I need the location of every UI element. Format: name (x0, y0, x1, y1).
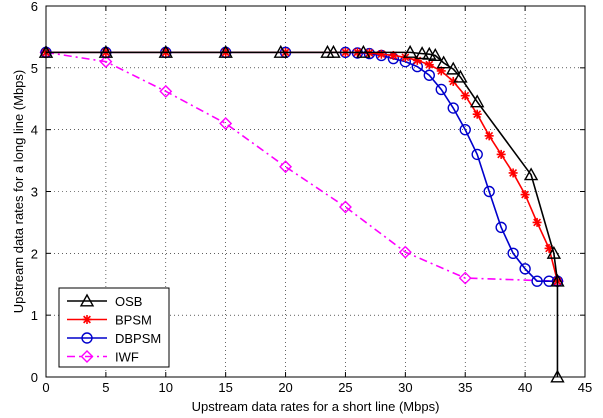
y-tick-label: 2 (31, 246, 38, 261)
y-tick-label: 4 (31, 123, 38, 138)
y-tick-label: 5 (31, 61, 38, 76)
x-axis-label: Upstream data rates for a short line (Mb… (192, 399, 440, 414)
x-tick-label: 15 (218, 380, 232, 395)
legend-label-iwf: IWF (115, 350, 139, 365)
y-tick-label: 6 (31, 0, 38, 14)
x-tick-label: 30 (398, 380, 412, 395)
x-tick-label: 0 (42, 380, 49, 395)
legend-label-bpsm: BPSM (115, 313, 152, 328)
y-tick-label: 0 (31, 370, 38, 385)
legend-marker-bpsm (83, 315, 92, 324)
data-point-bpsm (377, 50, 386, 59)
y-axis-label: Upstream data rates for a long line (Mbp… (11, 70, 26, 314)
legend-label-dbpsm: DBPSM (115, 331, 161, 346)
x-tick-label: 10 (159, 380, 173, 395)
data-point-bpsm (521, 190, 530, 199)
data-point-bpsm (425, 60, 434, 69)
legend: OSB BPSM DBPSM IWF (59, 288, 169, 367)
x-tick-label: 35 (458, 380, 472, 395)
x-tick-label: 5 (102, 380, 109, 395)
legend-label-osb: OSB (115, 294, 142, 309)
data-point-bpsm (497, 150, 506, 159)
data-point-bpsm (473, 110, 482, 119)
data-point-bpsm (461, 91, 470, 100)
legend-box (59, 288, 169, 367)
data-point-bpsm (509, 168, 518, 177)
x-tick-label: 20 (278, 380, 292, 395)
data-point-bpsm (533, 218, 542, 227)
x-tick-label: 25 (338, 380, 352, 395)
x-tick-label: 45 (578, 380, 592, 395)
data-point-bpsm (485, 131, 494, 140)
y-tick-label: 3 (31, 185, 38, 200)
x-tick-label: 40 (518, 380, 532, 395)
y-tick-label: 1 (31, 308, 38, 323)
